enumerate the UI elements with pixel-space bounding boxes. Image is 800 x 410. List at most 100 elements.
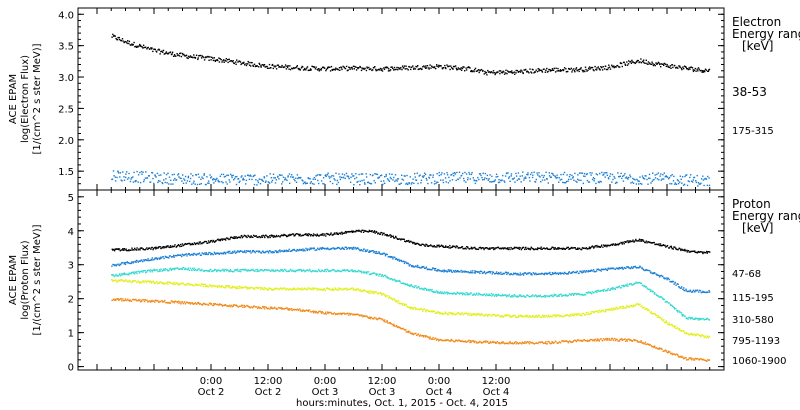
data-point bbox=[542, 316, 545, 318]
data-point bbox=[672, 280, 675, 283]
data-point bbox=[552, 246, 554, 248]
data-point bbox=[414, 307, 417, 309]
data-point bbox=[152, 300, 154, 303]
data-point bbox=[502, 247, 504, 249]
data-point bbox=[228, 270, 231, 273]
data-point bbox=[358, 173, 360, 176]
data-point bbox=[510, 273, 513, 275]
data-point bbox=[176, 245, 178, 248]
data-point bbox=[355, 173, 357, 175]
data-point bbox=[303, 68, 306, 71]
data-point bbox=[596, 244, 598, 247]
data-point bbox=[281, 174, 283, 176]
data-point bbox=[159, 281, 161, 283]
data-point bbox=[489, 248, 491, 250]
data-point bbox=[191, 267, 194, 270]
data-point bbox=[368, 66, 370, 69]
data-point bbox=[248, 64, 251, 66]
data-point bbox=[695, 251, 697, 254]
data-point bbox=[258, 270, 260, 272]
data-point bbox=[569, 248, 571, 250]
data-point bbox=[706, 184, 709, 187]
data-point bbox=[205, 284, 207, 286]
data-point bbox=[524, 248, 526, 251]
data-point bbox=[128, 42, 130, 45]
data-point bbox=[398, 258, 400, 261]
series-795-1193 bbox=[110, 279, 711, 339]
data-point bbox=[670, 246, 673, 249]
data-point bbox=[164, 269, 166, 271]
data-point bbox=[204, 285, 207, 288]
data-point bbox=[445, 291, 447, 294]
data-point bbox=[648, 270, 651, 272]
data-point bbox=[246, 250, 249, 252]
data-point bbox=[156, 300, 158, 302]
data-point bbox=[641, 175, 644, 177]
data-point bbox=[324, 248, 326, 250]
data-point bbox=[602, 290, 605, 292]
data-point bbox=[366, 290, 368, 292]
data-point bbox=[708, 291, 711, 293]
data-point bbox=[617, 172, 619, 174]
data-point bbox=[576, 181, 578, 183]
data-point bbox=[423, 172, 426, 174]
data-point bbox=[328, 270, 331, 273]
data-point bbox=[116, 176, 118, 179]
data-point bbox=[346, 175, 348, 177]
data-point bbox=[594, 291, 596, 293]
data-point bbox=[414, 265, 416, 268]
data-point bbox=[198, 55, 200, 57]
data-point bbox=[282, 181, 284, 183]
data-point bbox=[578, 68, 581, 70]
data-point bbox=[234, 252, 237, 254]
data-point bbox=[597, 181, 600, 183]
data-point bbox=[209, 56, 211, 58]
data-point bbox=[686, 184, 689, 187]
data-point bbox=[191, 56, 193, 58]
data-point bbox=[390, 256, 392, 258]
data-point bbox=[506, 296, 508, 298]
data-point bbox=[553, 248, 555, 250]
data-point bbox=[419, 267, 421, 269]
data-point bbox=[702, 179, 705, 181]
data-point bbox=[670, 324, 672, 326]
data-point bbox=[441, 291, 443, 293]
data-point bbox=[417, 68, 419, 71]
data-point bbox=[437, 269, 439, 271]
data-point bbox=[512, 273, 514, 276]
data-point bbox=[603, 173, 605, 176]
data-point bbox=[596, 270, 598, 272]
data-point bbox=[681, 286, 683, 288]
data-point bbox=[159, 270, 161, 272]
data-point bbox=[679, 287, 681, 289]
data-point bbox=[488, 294, 490, 297]
data-point bbox=[241, 268, 243, 271]
data-point bbox=[368, 290, 370, 293]
data-point bbox=[357, 247, 359, 249]
data-point bbox=[591, 246, 593, 248]
data-point bbox=[627, 305, 629, 307]
data-point bbox=[255, 250, 258, 252]
data-point bbox=[295, 177, 297, 179]
data-point bbox=[313, 183, 315, 185]
data-point bbox=[117, 171, 119, 173]
data-point bbox=[164, 181, 166, 184]
data-point bbox=[620, 307, 622, 309]
data-point bbox=[392, 179, 394, 181]
data-point bbox=[265, 250, 267, 253]
data-point bbox=[638, 61, 640, 64]
data-point bbox=[217, 286, 219, 288]
data-point bbox=[410, 183, 413, 185]
data-point bbox=[635, 267, 638, 269]
data-point bbox=[160, 247, 162, 250]
data-point bbox=[229, 238, 231, 240]
data-point bbox=[329, 70, 332, 72]
data-point bbox=[591, 245, 594, 247]
data-point bbox=[675, 67, 677, 69]
data-point bbox=[362, 289, 364, 291]
data-point bbox=[403, 261, 406, 263]
data-point bbox=[504, 294, 506, 296]
data-point bbox=[158, 282, 160, 284]
data-point bbox=[587, 271, 589, 273]
data-point bbox=[695, 289, 697, 291]
